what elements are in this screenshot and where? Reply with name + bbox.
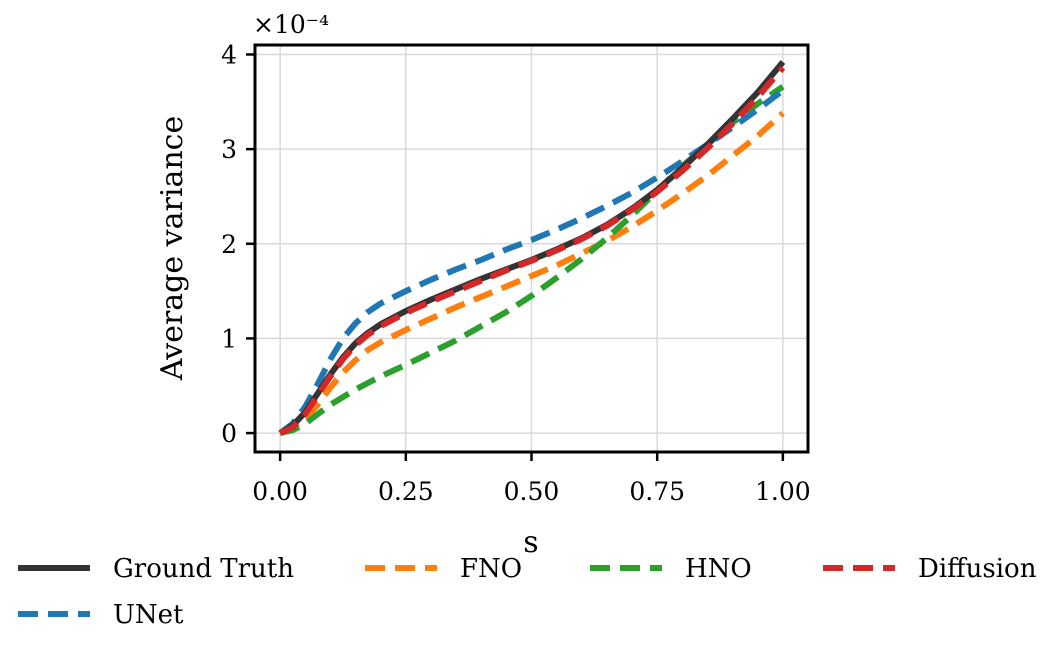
x-tick-label: 0.50	[504, 477, 560, 506]
legend-item-fno: FNO	[365, 554, 522, 584]
x-tick-label: 0.00	[252, 477, 308, 506]
y-tick-label: 2	[221, 230, 237, 259]
series-lines	[278, 60, 786, 437]
legend-label: Diffusion	[918, 554, 1037, 584]
y-multiplier-label: ×10⁻⁴	[253, 10, 329, 39]
series-line-diffusion	[278, 65, 786, 436]
legend-item-diffusion: Diffusion	[823, 554, 1037, 584]
x-tick-label: 1.00	[755, 477, 811, 506]
x-axis-label: s	[523, 525, 538, 560]
legend-label: UNet	[113, 600, 184, 630]
y-tick-label: 3	[221, 135, 237, 164]
legend-label: HNO	[685, 554, 752, 584]
legend-item-unet: UNet	[18, 600, 184, 630]
legend-label: Ground Truth	[113, 554, 294, 584]
y-tick-label: 1	[221, 324, 237, 353]
grid-lines	[255, 45, 808, 452]
series-line-fno	[279, 110, 785, 436]
x-tick-label: 0.75	[629, 477, 685, 506]
x-tick-label: 0.25	[378, 477, 434, 506]
ticks: 0.00 0.25 0.50 0.75 1.00 0 1 2 3 4	[221, 40, 811, 506]
y-axis-label: Average variance	[155, 116, 190, 381]
legend-item-hno: HNO	[590, 554, 752, 584]
legend-label: FNO	[460, 554, 522, 584]
y-tick-label: 0	[221, 419, 237, 448]
legend: Ground Truth FNO HNO Diffusion UNet	[18, 554, 1037, 630]
y-tick-label: 4	[221, 40, 237, 69]
legend-item-ground-truth: Ground Truth	[18, 554, 294, 584]
series-line-unet	[278, 88, 785, 436]
